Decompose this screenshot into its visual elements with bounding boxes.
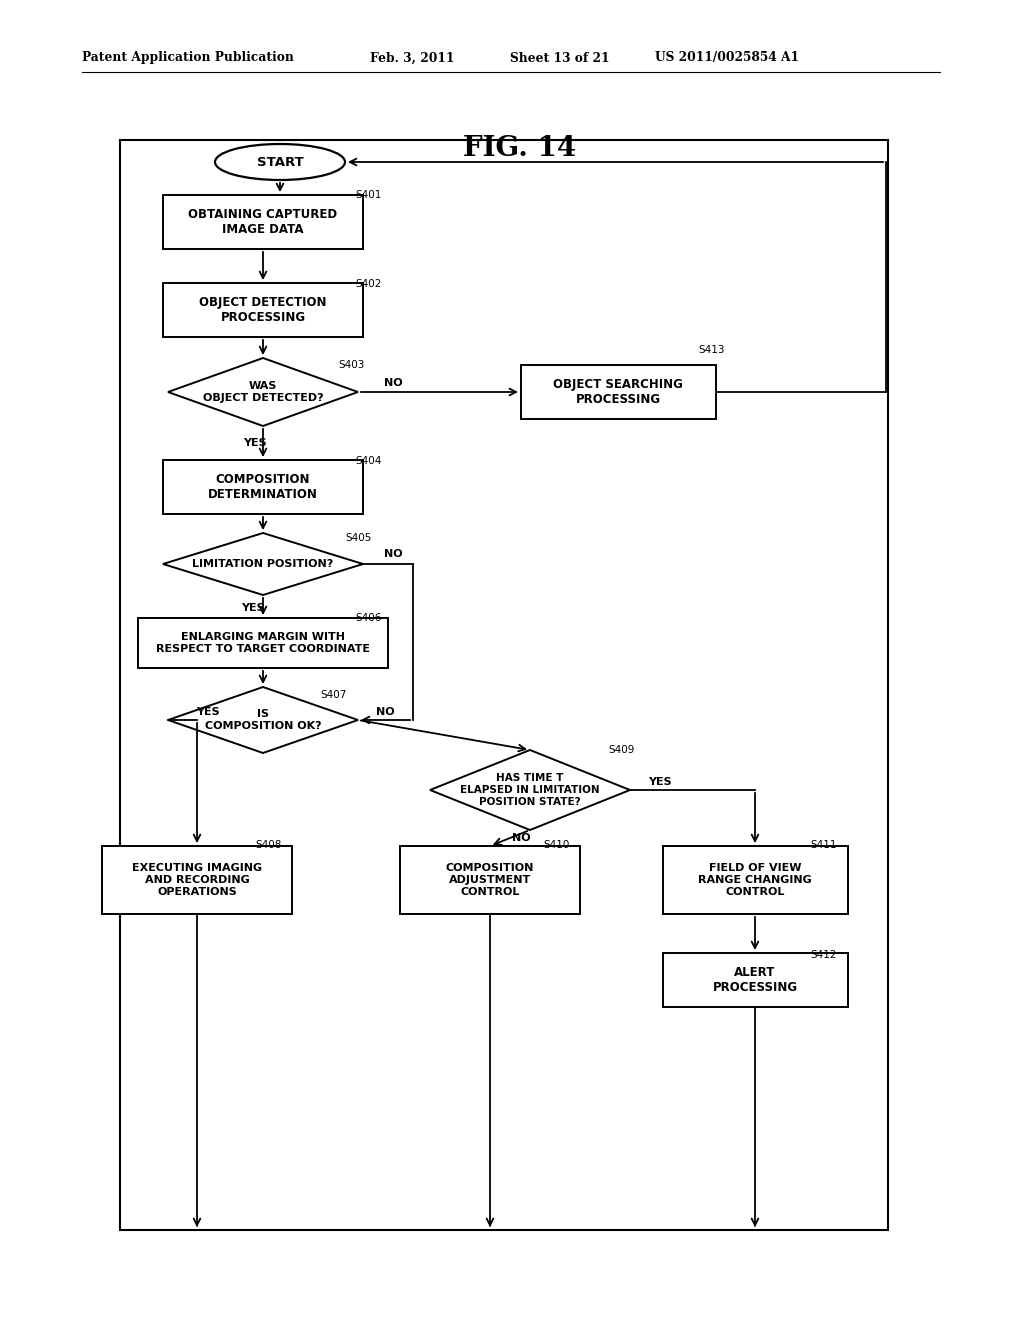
Text: S408: S408 (255, 840, 282, 850)
Text: YES: YES (243, 438, 266, 447)
Text: YES: YES (196, 708, 219, 717)
Text: OBJECT DETECTION
PROCESSING: OBJECT DETECTION PROCESSING (200, 296, 327, 323)
Text: Sheet 13 of 21: Sheet 13 of 21 (510, 51, 609, 65)
Bar (163, 282, 362, 337)
Text: START: START (257, 156, 303, 169)
Text: S406: S406 (355, 612, 381, 623)
Text: S402: S402 (355, 279, 381, 289)
Bar (400, 846, 580, 913)
Text: YES: YES (241, 603, 264, 612)
Text: NO: NO (384, 378, 402, 388)
Bar (520, 366, 716, 418)
Text: FIG. 14: FIG. 14 (464, 135, 577, 161)
Text: S401: S401 (355, 190, 381, 201)
Text: ALERT
PROCESSING: ALERT PROCESSING (713, 966, 798, 994)
Text: S403: S403 (338, 360, 365, 370)
Text: LIMITATION POSITION?: LIMITATION POSITION? (193, 558, 334, 569)
Text: S407: S407 (319, 690, 346, 700)
Bar (102, 846, 292, 913)
Text: WAS
OBJECT DETECTED?: WAS OBJECT DETECTED? (203, 381, 324, 403)
Bar (663, 953, 848, 1007)
Text: S409: S409 (608, 744, 635, 755)
Text: US 2011/0025854 A1: US 2011/0025854 A1 (655, 51, 799, 65)
Text: NO: NO (376, 708, 394, 717)
Text: YES: YES (648, 777, 672, 787)
Text: S410: S410 (543, 840, 569, 850)
Text: COMPOSITION
ADJUSTMENT
CONTROL: COMPOSITION ADJUSTMENT CONTROL (445, 863, 535, 896)
Bar (163, 459, 362, 513)
Text: S412: S412 (810, 950, 837, 960)
Text: ENLARGING MARGIN WITH
RESPECT TO TARGET COORDINATE: ENLARGING MARGIN WITH RESPECT TO TARGET … (156, 632, 370, 653)
Text: S405: S405 (345, 533, 372, 543)
Text: FIELD OF VIEW
RANGE CHANGING
CONTROL: FIELD OF VIEW RANGE CHANGING CONTROL (698, 863, 812, 896)
Text: IS
COMPOSITION OK?: IS COMPOSITION OK? (205, 709, 322, 731)
Text: OBTAINING CAPTURED
IMAGE DATA: OBTAINING CAPTURED IMAGE DATA (188, 209, 338, 236)
Text: S411: S411 (810, 840, 837, 850)
Text: NO: NO (512, 833, 530, 843)
Text: OBJECT SEARCHING
PROCESSING: OBJECT SEARCHING PROCESSING (553, 378, 683, 407)
Text: S413: S413 (698, 345, 725, 355)
Text: EXECUTING IMAGING
AND RECORDING
OPERATIONS: EXECUTING IMAGING AND RECORDING OPERATIO… (132, 863, 262, 896)
Text: Feb. 3, 2011: Feb. 3, 2011 (370, 51, 455, 65)
Text: NO: NO (384, 549, 402, 558)
Text: Patent Application Publication: Patent Application Publication (82, 51, 294, 65)
Text: COMPOSITION
DETERMINATION: COMPOSITION DETERMINATION (208, 473, 317, 502)
Polygon shape (168, 358, 358, 426)
Bar (138, 618, 388, 668)
Polygon shape (163, 533, 362, 595)
Bar (663, 846, 848, 913)
Text: S404: S404 (355, 455, 381, 466)
Ellipse shape (215, 144, 345, 180)
Polygon shape (168, 686, 358, 752)
Polygon shape (430, 750, 630, 830)
Bar (120, 140, 888, 1230)
Text: HAS TIME T
ELAPSED IN LIMITATION
POSITION STATE?: HAS TIME T ELAPSED IN LIMITATION POSITIO… (460, 774, 600, 807)
Bar (163, 195, 362, 249)
